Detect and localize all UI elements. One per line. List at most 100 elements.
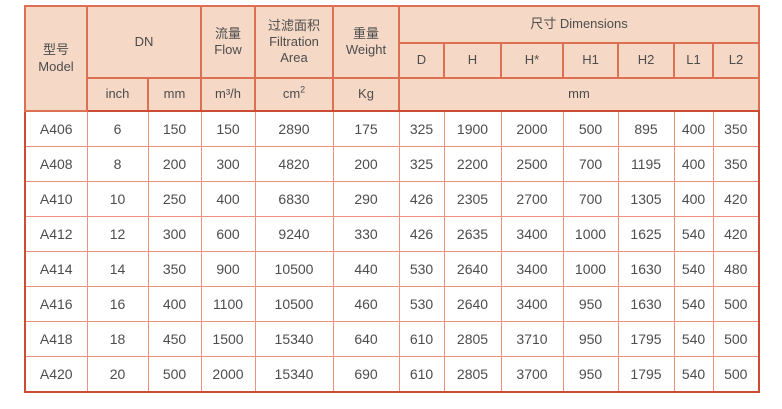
- cell-h1: 500: [562, 110, 619, 147]
- header-filtration-en2: Area: [280, 50, 308, 66]
- cell-h1: 950: [562, 321, 619, 358]
- header-row-2: D H H* H1 H2 L1 L2: [25, 42, 760, 79]
- table-header: 型号 Model DN 流量 Flow 过滤面积 Filtration Area…: [24, 5, 760, 112]
- unit-mm: mm: [147, 77, 202, 112]
- cell-weight: 200: [332, 145, 400, 182]
- cell-d: 610: [398, 356, 445, 393]
- cell-area: 2890: [254, 110, 334, 147]
- cell-flow: 600: [200, 215, 256, 253]
- cell-area: 6830: [254, 180, 334, 217]
- header-row-1: 型号 Model DN 流量 Flow 过滤面积 Filtration Area…: [24, 5, 760, 112]
- cell-area: 10500: [254, 250, 334, 288]
- header-flow-zh: 流量: [214, 25, 241, 41]
- cell-h1: 950: [562, 286, 619, 323]
- cell-h: 2200: [443, 145, 502, 182]
- cell-h: 2805: [443, 356, 502, 393]
- unit-area-sup: 2: [300, 85, 306, 96]
- cell-h-star: 3400: [500, 286, 564, 323]
- cell-dn-mm: 450: [147, 321, 202, 358]
- table-row: A416 16 400 1100 10500 460 530 2640 3400 950 1630 5…: [24, 286, 760, 323]
- cell-dn-mm: 500: [147, 356, 202, 393]
- cell-weight: 290: [332, 180, 400, 217]
- header-dim-h: H: [443, 42, 502, 79]
- cell-dn-mm: 250: [147, 180, 202, 217]
- cell-h2: 1630: [617, 286, 675, 323]
- cell-h: 2640: [443, 286, 502, 323]
- product-spec-table: 型号 Model DN 流量 Flow 过滤面积 Filtration Area…: [24, 5, 760, 393]
- cell-model: A406: [24, 110, 88, 147]
- header-dim-d: D: [398, 42, 445, 79]
- header-dimensions: 尺寸 Dimensions: [398, 5, 760, 44]
- cell-weight: 330: [332, 215, 400, 253]
- cell-l2: 350: [712, 110, 760, 147]
- cell-h1: 700: [562, 145, 619, 182]
- cell-dn-inch: 16: [86, 286, 149, 323]
- cell-h: 2640: [443, 250, 502, 288]
- cell-l1: 400: [673, 110, 714, 147]
- cell-h2: 1795: [617, 356, 675, 393]
- cell-area: 15340: [254, 356, 334, 393]
- table-row: A410 10 250 400 6830 290 426 2305 2700 700 1305 400…: [24, 180, 760, 217]
- cell-d: 426: [398, 215, 445, 253]
- cell-flow: 400: [200, 180, 256, 217]
- cell-weight: 690: [332, 356, 400, 393]
- header-dn: DN: [86, 5, 202, 79]
- cell-flow: 2000: [200, 356, 256, 393]
- cell-dn-inch: 10: [86, 180, 149, 217]
- cell-h2: 1195: [617, 145, 675, 182]
- table-row: A406 6 150 150 2890 175 325 1900 2000 500 895 400 35…: [24, 110, 760, 147]
- cell-h-star: 2500: [500, 145, 564, 182]
- cell-area: 15340: [254, 321, 334, 358]
- cell-h2: 1305: [617, 180, 675, 217]
- cell-l2: 500: [712, 286, 760, 323]
- header-model-en: Model: [38, 58, 74, 74]
- cell-h2: 1795: [617, 321, 675, 358]
- cell-dn-inch: 12: [86, 215, 149, 253]
- cell-h: 1900: [443, 110, 502, 147]
- cell-l2: 420: [712, 180, 760, 217]
- cell-h2: 1630: [617, 250, 675, 288]
- cell-l2: 500: [712, 356, 760, 393]
- cell-model: A408: [24, 145, 88, 182]
- cell-flow: 150: [200, 110, 256, 147]
- cell-area: 10500: [254, 286, 334, 323]
- cell-l1: 540: [673, 321, 714, 358]
- cell-h1: 950: [562, 356, 619, 393]
- header-filtration-en1: Filtration: [269, 33, 319, 49]
- cell-model: A418: [24, 321, 88, 358]
- cell-model: A412: [24, 215, 88, 253]
- cell-h1: 700: [562, 180, 619, 217]
- cell-model: A410: [24, 180, 88, 217]
- table-row: A408 8 200 300 4820 200 325 2200 2500 700 1195 400 3…: [24, 145, 760, 182]
- cell-flow: 1500: [200, 321, 256, 358]
- table-row: A418 18 450 1500 15340 640 610 2805 3710 950 1795 5…: [24, 321, 760, 358]
- cell-weight: 440: [332, 250, 400, 288]
- cell-l2: 500: [712, 321, 760, 358]
- cell-model: A414: [24, 250, 88, 288]
- header-filtration-area: 过滤面积 Filtration Area: [254, 5, 334, 79]
- cell-l1: 540: [673, 215, 714, 253]
- cell-d: 610: [398, 321, 445, 358]
- cell-d: 325: [398, 145, 445, 182]
- header-units-row: inch mm m³/h cm2 Kg mm: [25, 77, 760, 112]
- cell-d: 530: [398, 250, 445, 288]
- cell-d: 325: [398, 110, 445, 147]
- cell-l1: 540: [673, 250, 714, 288]
- header-weight-en: Weight: [345, 42, 387, 57]
- cell-l1: 540: [673, 356, 714, 393]
- header-flow-en: Flow: [214, 42, 242, 57]
- unit-weight: Kg: [332, 77, 400, 112]
- cell-weight: 175: [332, 110, 400, 147]
- cell-h1: 1000: [562, 215, 619, 253]
- cell-l2: 480: [712, 250, 760, 288]
- cell-dn-inch: 6: [86, 110, 149, 147]
- unit-area-base: cm: [282, 86, 301, 102]
- cell-dn-mm: 300: [147, 215, 202, 253]
- cell-dn-inch: 20: [86, 356, 149, 393]
- table-body: A406 6 150 150 2890 175 325 1900 2000 500 895 400 35…: [24, 110, 760, 393]
- cell-d: 426: [398, 180, 445, 217]
- cell-l1: 400: [673, 180, 714, 217]
- header-dim-h-star: H*: [500, 42, 564, 79]
- cell-d: 530: [398, 286, 445, 323]
- cell-l2: 350: [712, 145, 760, 182]
